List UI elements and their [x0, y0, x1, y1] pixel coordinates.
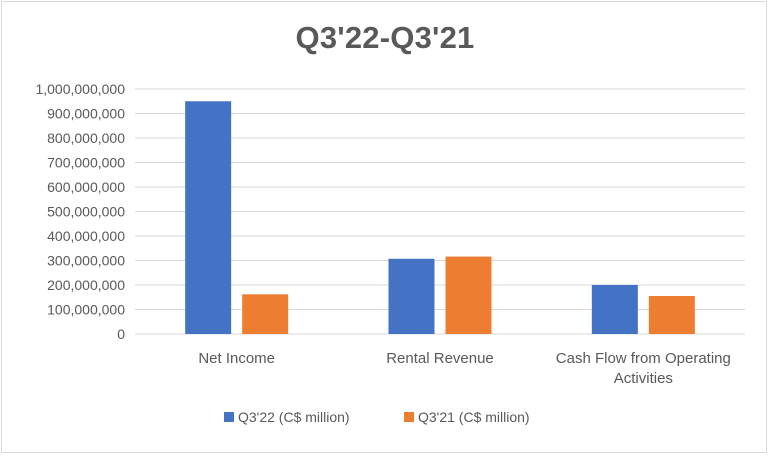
x-tick-label: Cash Flow from Operating Activities — [556, 350, 731, 387]
y-tick-label: 1,000,000,000 — [35, 81, 125, 97]
y-tick-label: 500,000,000 — [47, 204, 125, 220]
y-tick-label: 300,000,000 — [47, 253, 125, 269]
y-tick-label: 600,000,000 — [47, 179, 125, 195]
bar — [445, 256, 492, 334]
bar — [388, 258, 435, 334]
bar — [591, 285, 638, 334]
legend-label: Q3'21 (C$ million) — [418, 409, 530, 425]
y-tick-label: 400,000,000 — [47, 228, 125, 244]
x-tick-label: Rental Revenue — [386, 350, 494, 367]
bar — [242, 294, 289, 334]
bar — [648, 296, 695, 334]
y-tick-label: 700,000,000 — [47, 155, 125, 171]
legend-swatch — [224, 412, 234, 422]
chart-title: Q3'22-Q3'21 — [295, 20, 475, 55]
y-tick-label: 200,000,000 — [47, 277, 125, 293]
legend-label: Q3'22 (C$ million) — [238, 409, 350, 425]
legend-swatch — [404, 412, 414, 422]
bar — [185, 101, 232, 334]
x-tick-label: Net Income — [198, 350, 275, 367]
y-tick-label: 800,000,000 — [47, 130, 125, 146]
y-tick-label: 0 — [117, 326, 125, 342]
y-tick-label: 100,000,000 — [47, 302, 125, 318]
y-tick-label: 900,000,000 — [47, 106, 125, 122]
